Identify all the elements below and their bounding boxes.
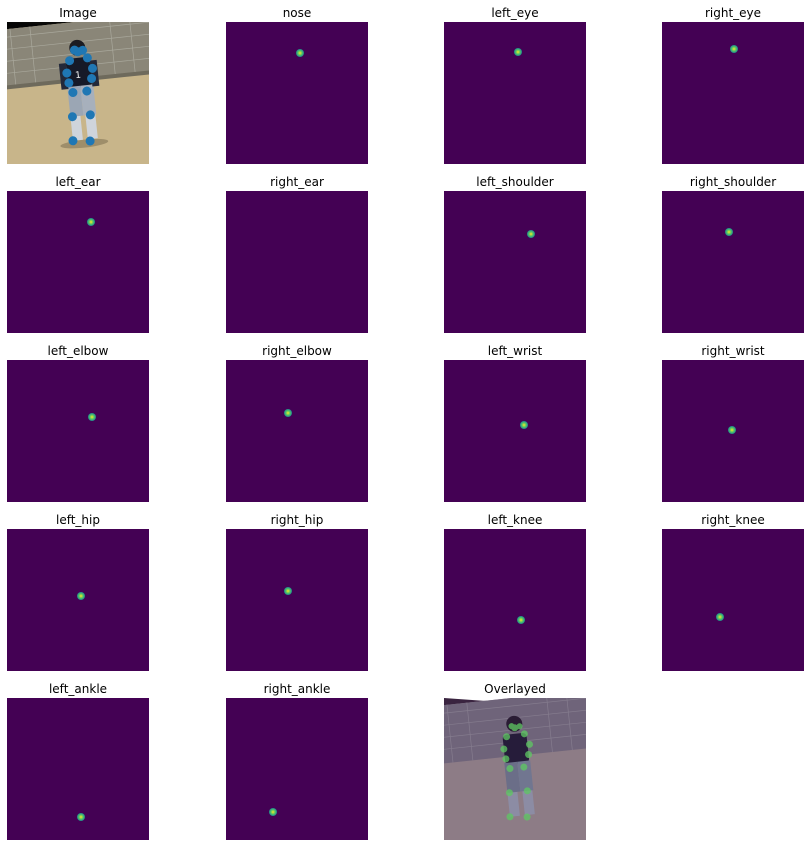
heatmap-peak-right-elbow — [284, 408, 293, 417]
panel-title-right-eye: right_eye — [704, 6, 762, 20]
panel-title-nose: nose — [282, 6, 312, 20]
heatmap-peak-nose — [295, 49, 304, 58]
heatmap-right-ankle — [226, 698, 368, 840]
heatmap-left-eye — [444, 22, 586, 164]
panel-title-left-eye: left_eye — [491, 6, 539, 20]
panel-title-left-ear: left_ear — [55, 175, 101, 189]
heatmap-peak-right-ankle — [268, 807, 277, 816]
panel-title-image: Image — [59, 6, 97, 20]
panel-title-left-wrist: left_wrist — [487, 344, 543, 358]
heatmap-nose — [226, 22, 368, 164]
heatmap-peak-left-knee — [516, 615, 525, 624]
input-photo: 1 — [7, 22, 149, 164]
heatmap-peak-left-hip — [76, 591, 85, 600]
panel-title-right-hip: right_hip — [270, 513, 324, 527]
heatmap-right-eye — [662, 22, 804, 164]
heatmap-peak-right-eye — [730, 44, 739, 53]
panel-title-right-ear: right_ear — [270, 175, 324, 189]
heatmap-peak-left-wrist — [519, 421, 528, 430]
panel-title-left-elbow: left_elbow — [47, 344, 109, 358]
heatmap-left-knee — [444, 529, 586, 671]
panel-title-right-ankle: right_ankle — [263, 682, 331, 696]
svg-text:1: 1 — [75, 71, 82, 82]
heatmap-left-ear — [7, 191, 149, 333]
heatmap-peak-right-shoulder — [724, 228, 733, 237]
heatmap-peak-left-ankle — [76, 813, 85, 822]
heatmap-right-hip — [226, 529, 368, 671]
heatmap-peak-right-wrist — [727, 425, 736, 434]
heatmap-peak-left-ear — [86, 218, 95, 227]
panel-title-right-elbow: right_elbow — [262, 344, 332, 358]
panel-title-right-shoulder: right_shoulder — [689, 175, 777, 189]
heatmap-right-ear — [226, 191, 368, 333]
panel-title-right-wrist: right_wrist — [701, 344, 765, 358]
heatmap-right-shoulder — [662, 191, 804, 333]
panel-title-left-knee: left_knee — [487, 513, 543, 527]
heatmap-right-elbow — [226, 360, 368, 502]
panel-title-right-knee: right_knee — [701, 513, 765, 527]
heatmap-peak-left-shoulder — [526, 229, 535, 238]
panel-title-overlayed: Overlayed — [484, 682, 546, 696]
heatmap-left-elbow — [7, 360, 149, 502]
heatmap-right-wrist — [662, 360, 804, 502]
heatmap-peak-right-hip — [284, 587, 293, 596]
panel-title-left-hip: left_hip — [56, 513, 100, 527]
heatmap-right-knee — [662, 529, 804, 671]
heatmap-peak-left-elbow — [88, 412, 97, 421]
heatmap-peak-right-knee — [716, 613, 725, 622]
panel-title-left-ankle: left_ankle — [48, 682, 108, 696]
heatmap-peak-left-eye — [513, 47, 522, 56]
overlay-image — [444, 698, 586, 840]
heatmap-left-ankle — [7, 698, 149, 840]
heatmap-left-wrist — [444, 360, 586, 502]
heatmap-left-hip — [7, 529, 149, 671]
panel-title-left-shoulder: left_shoulder — [476, 175, 554, 189]
heatmap-left-shoulder — [444, 191, 586, 333]
